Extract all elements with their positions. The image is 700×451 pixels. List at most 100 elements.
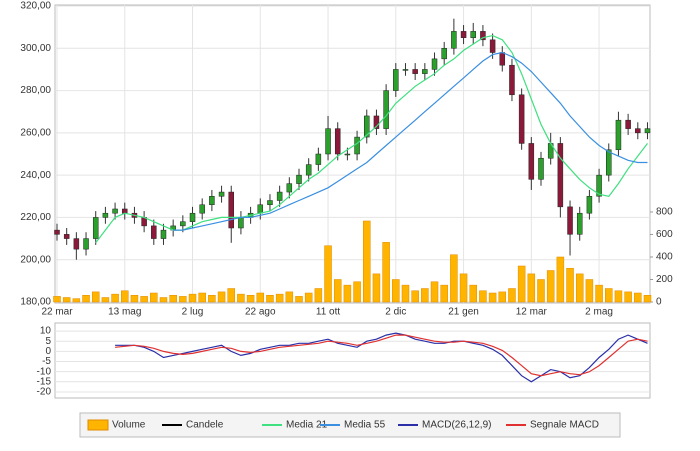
x-tick-label: 2 lug bbox=[182, 307, 204, 318]
y2-tick-label: 400 bbox=[656, 252, 673, 263]
volume-bar bbox=[430, 281, 439, 303]
candle-body bbox=[538, 157, 544, 180]
candle-body bbox=[499, 52, 506, 66]
candle-body bbox=[625, 119, 631, 129]
y2-tick-label: 200 bbox=[656, 274, 673, 285]
volume-bar bbox=[382, 242, 390, 303]
candle-body bbox=[257, 204, 264, 214]
candle-body bbox=[451, 31, 457, 49]
candle-body bbox=[518, 94, 525, 144]
volume-bar bbox=[566, 267, 574, 303]
volume-bar bbox=[314, 288, 323, 303]
volume-bar bbox=[53, 296, 61, 303]
candle-body bbox=[364, 115, 370, 138]
volume-bar bbox=[237, 293, 245, 303]
volume-bar bbox=[614, 290, 623, 303]
y-tick-label: 320,00 bbox=[20, 1, 51, 12]
x-tick-label: 22 mar bbox=[41, 307, 73, 318]
candle-body bbox=[528, 143, 535, 180]
legend-swatch bbox=[87, 419, 109, 431]
candle-body bbox=[373, 115, 380, 129]
volume-bar bbox=[517, 265, 526, 303]
candle-body bbox=[393, 69, 399, 91]
volume-bar bbox=[440, 284, 448, 303]
ma-line bbox=[115, 332, 648, 383]
ma-line bbox=[173, 51, 648, 231]
volume-bar bbox=[392, 279, 400, 303]
candle-body bbox=[586, 196, 593, 214]
candle-body bbox=[112, 208, 118, 214]
y-tick-label: 260,00 bbox=[20, 127, 51, 138]
candle-body bbox=[209, 196, 215, 205]
y-tick-label: 280,00 bbox=[20, 85, 51, 96]
candle-body bbox=[344, 153, 351, 156]
candle-body bbox=[218, 191, 225, 197]
candle-body bbox=[92, 217, 99, 239]
y-tick-label: 200,00 bbox=[20, 254, 51, 265]
volume-bar bbox=[546, 270, 555, 303]
candle-body bbox=[122, 208, 128, 214]
candle-body bbox=[305, 164, 312, 176]
candle-body bbox=[422, 69, 428, 74]
ma-line bbox=[95, 34, 648, 244]
volume-bar bbox=[343, 284, 352, 303]
volume-bar bbox=[372, 273, 381, 303]
legend-label: Candele bbox=[186, 420, 224, 431]
candle-body bbox=[151, 225, 157, 239]
y-tick-label: -20 bbox=[37, 387, 52, 398]
volume-bar bbox=[169, 294, 177, 303]
x-tick-label: 2 dic bbox=[385, 307, 406, 318]
volume-bar bbox=[450, 254, 458, 303]
x-tick-label: 22 ago bbox=[245, 307, 276, 318]
volume-bar bbox=[624, 291, 632, 303]
volume-bar bbox=[62, 297, 71, 303]
candle-body bbox=[102, 212, 109, 218]
volume-bar bbox=[479, 290, 487, 303]
volume-bar bbox=[421, 288, 429, 303]
candle-body bbox=[615, 119, 622, 151]
macd-panel bbox=[54, 322, 651, 399]
y2-tick-label: 0 bbox=[656, 297, 662, 308]
volume-bar bbox=[159, 297, 168, 303]
x-tick-label: 21 gen bbox=[448, 307, 479, 318]
candle-body bbox=[412, 69, 418, 74]
volume-bar bbox=[82, 294, 90, 303]
candle-body bbox=[460, 31, 467, 38]
volume-bar bbox=[101, 297, 110, 303]
candle-body bbox=[63, 234, 70, 239]
candle-body bbox=[441, 48, 447, 60]
candle-body bbox=[402, 69, 409, 71]
volume-bar bbox=[91, 291, 100, 303]
volume-bar bbox=[130, 294, 139, 303]
volume-bar bbox=[256, 292, 265, 303]
candle-body bbox=[238, 217, 244, 229]
candle-body bbox=[489, 39, 496, 53]
volume-bar bbox=[198, 292, 206, 303]
volume-bar bbox=[217, 291, 226, 303]
candle-body bbox=[286, 183, 293, 193]
candle-body bbox=[296, 174, 302, 184]
y-tick-label: 180,00 bbox=[20, 297, 51, 308]
volume-bar bbox=[304, 292, 313, 303]
y-tick-label: -5 bbox=[42, 356, 51, 367]
candle-body bbox=[83, 238, 89, 250]
volume-bar bbox=[488, 292, 497, 303]
candle-body bbox=[644, 128, 651, 134]
candle-body bbox=[470, 31, 476, 38]
legend-label: Volume bbox=[112, 420, 146, 431]
volume-bar bbox=[634, 292, 642, 303]
candle-body bbox=[383, 90, 389, 129]
candle-body bbox=[354, 136, 360, 155]
y2-tick-label: 800 bbox=[656, 207, 673, 218]
candle-body bbox=[315, 153, 322, 165]
volume-bar bbox=[508, 288, 516, 303]
volume-bar bbox=[246, 294, 255, 303]
candle-body bbox=[199, 204, 205, 214]
y-tick-label: 300,00 bbox=[20, 43, 51, 54]
legend-label: MACD(26,12,9) bbox=[422, 420, 491, 431]
y-tick-label: 220,00 bbox=[20, 212, 51, 223]
volume-bar bbox=[266, 294, 274, 303]
volume-bar bbox=[179, 296, 187, 303]
volume-bar bbox=[575, 273, 584, 303]
volume-bar bbox=[333, 279, 342, 303]
